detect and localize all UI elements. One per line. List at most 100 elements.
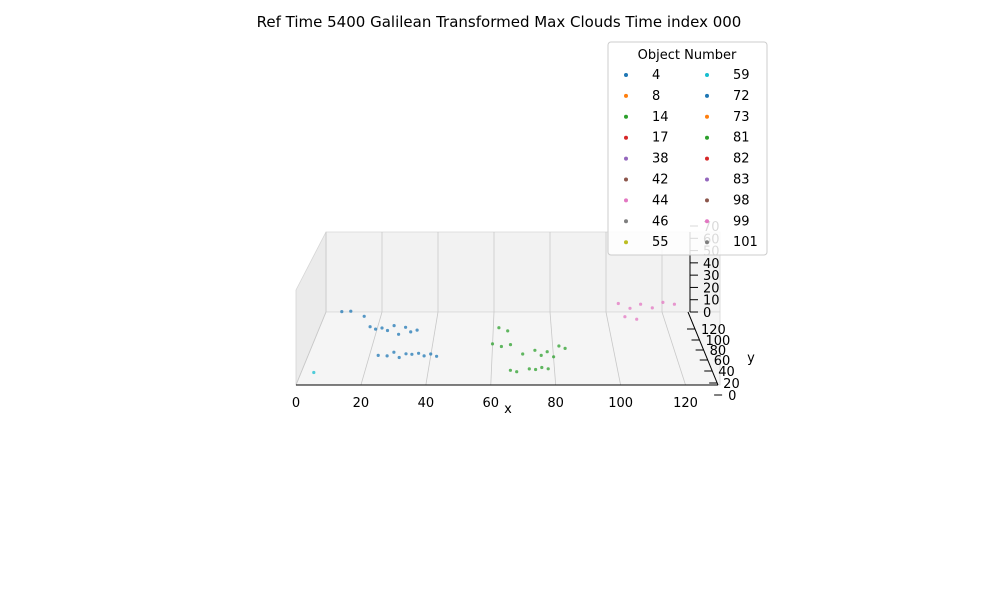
legend-label: 55: [652, 235, 669, 250]
point-series-14: [552, 355, 556, 359]
point-series-4: [374, 327, 378, 331]
x-gridline-floor: [605, 311, 622, 386]
z-tick-label: 10: [703, 294, 720, 309]
legend-label: 99: [733, 214, 750, 229]
point-series-4: [368, 325, 372, 329]
point-series-44: [639, 302, 643, 306]
legend-label: 83: [733, 173, 750, 188]
point-series-14: [539, 353, 543, 357]
y-tick-label: 20: [723, 377, 740, 392]
legend-label: 17: [652, 131, 669, 146]
legend-label: 46: [652, 214, 669, 229]
point-series-14: [557, 344, 561, 348]
point-series-4: [392, 350, 396, 354]
legend-marker: [705, 73, 709, 77]
x-gridline-floor: [360, 311, 383, 386]
legend-marker: [705, 93, 709, 98]
point-series-44: [650, 306, 654, 310]
legend-label: 101: [733, 235, 758, 250]
point-series-14: [563, 346, 567, 350]
x-tick-label: 0: [292, 396, 300, 411]
legend-marker: [624, 114, 628, 119]
legend-label: 59: [733, 68, 750, 83]
legend-marker: [624, 156, 628, 161]
z-tick-label: 30: [703, 269, 720, 284]
x-axis-ticks: 0 20 40 60 80 100 120: [292, 396, 698, 411]
legend: Object Number 4 8 14 17 38 42 44 46 55 59 72 73 81 82…: [607, 41, 768, 256]
point-series-4: [376, 353, 380, 357]
point-series-14: [508, 343, 513, 347]
point-series-4: [410, 352, 414, 356]
z-tick-label: 0: [703, 306, 711, 321]
point-series-14: [533, 348, 537, 352]
x-tick-label: 120: [673, 396, 698, 411]
legend-frame: [607, 41, 768, 256]
point-series-4: [392, 324, 396, 328]
legend-marker: [624, 73, 628, 77]
point-series-4: [397, 332, 401, 336]
y-axis-line: [687, 311, 719, 386]
legend-marker: [705, 198, 709, 203]
x-tick-label: 60: [482, 396, 499, 411]
point-series-4: [349, 309, 353, 313]
point-series-44: [635, 317, 639, 321]
y-tick-label: 120: [701, 323, 726, 338]
floor-pane: [295, 311, 721, 386]
x-tick-label: 100: [608, 396, 633, 411]
point-series-4: [415, 328, 419, 332]
y-axis-label: y: [747, 351, 755, 366]
chart-title: Ref Time 5400 Galilean Transformed Max C…: [257, 13, 742, 31]
point-series-44: [672, 302, 677, 306]
point-series-4: [397, 355, 401, 360]
point-series-14: [506, 329, 510, 333]
legend-marker: [624, 93, 628, 98]
point-series-4: [404, 352, 408, 356]
legend-marker: [624, 219, 628, 224]
point-series-4: [380, 326, 384, 330]
point-series-14: [499, 344, 503, 349]
x-tick-label: 20: [353, 396, 370, 411]
legend-label: 73: [733, 110, 750, 125]
z-tick-label: 20: [703, 281, 720, 296]
legend-marker: [624, 240, 628, 245]
point-series-4: [422, 354, 426, 358]
point-series-4: [429, 352, 433, 356]
legend-label: 8: [652, 89, 660, 104]
point-series-14: [534, 367, 538, 372]
legend-marker: [705, 135, 709, 140]
point-series-59: [312, 370, 316, 375]
legend-marker: [624, 177, 628, 182]
legend-label: 44: [652, 193, 669, 208]
x-gridline-floor: [549, 311, 557, 386]
gridlines: [295, 232, 686, 386]
point-series-4: [340, 310, 344, 314]
point-series-14: [527, 367, 531, 371]
x-tick-label: 40: [418, 396, 435, 411]
y-tick-label: 0: [728, 389, 736, 404]
point-series-14: [515, 370, 519, 374]
legend-title: Object Number: [638, 48, 737, 63]
point-series-14: [508, 368, 512, 372]
point-series-4: [385, 354, 389, 358]
point-series-44: [628, 306, 632, 310]
point-series-4: [417, 351, 421, 355]
legend-marker: [705, 219, 709, 224]
legend-marker: [624, 135, 628, 140]
scatter-points: [312, 300, 677, 375]
legend-marker: [705, 177, 709, 182]
legend-label: 81: [733, 131, 750, 146]
x-gridline-floor: [425, 311, 439, 386]
legend-label: 72: [733, 89, 750, 104]
x-axis-label: x: [504, 402, 512, 417]
y-tick-label: 60: [714, 354, 731, 369]
point-series-14: [546, 367, 550, 371]
legend-marker: [705, 114, 709, 119]
legend-entries: 4 8 14 17 38 42 44 46 55 59 72 73 81 82 83 98 99 101: [624, 68, 758, 250]
y-tick-label: 100: [706, 334, 731, 349]
legend-label: 4: [652, 68, 660, 83]
x-gridline-floor: [490, 311, 495, 386]
legend-marker: [705, 240, 709, 245]
legend-label: 14: [652, 110, 669, 125]
legend-label: 98: [733, 193, 750, 208]
